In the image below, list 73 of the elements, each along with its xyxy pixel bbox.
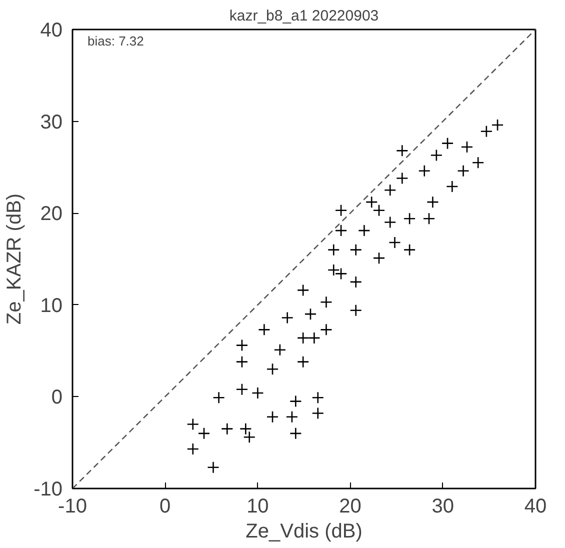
point (350, 304, 362, 317)
point (220, 422, 234, 435)
y-tick-label: 40 (40, 20, 63, 42)
point (334, 268, 348, 280)
point (491, 118, 504, 132)
point (186, 418, 200, 430)
point (446, 180, 458, 193)
point (207, 461, 220, 474)
point (281, 312, 294, 324)
point (290, 395, 302, 408)
point (290, 427, 302, 440)
point (296, 332, 310, 344)
point (358, 224, 370, 237)
point (457, 164, 470, 178)
point (384, 184, 396, 196)
y-axis-title: Ze_KAZR (dB) (4, 193, 26, 325)
point (372, 204, 386, 216)
point (334, 224, 348, 237)
y-tick-label: 0 (51, 386, 62, 409)
point (396, 144, 408, 157)
point (384, 216, 396, 228)
point (350, 244, 362, 256)
point (327, 264, 340, 276)
point (441, 137, 454, 150)
point (480, 125, 493, 138)
y-tick-label: 20 (40, 203, 63, 226)
point (396, 172, 408, 184)
y-tick-label: 30 (40, 111, 63, 134)
point (236, 339, 248, 352)
point (266, 410, 279, 424)
point (266, 363, 279, 376)
point (286, 410, 298, 424)
point (460, 140, 474, 154)
point (236, 356, 248, 368)
point (350, 276, 362, 288)
x-tick-label: 30 (432, 496, 454, 518)
point (430, 149, 443, 162)
point (304, 308, 317, 320)
x-tick-label: 10 (246, 496, 269, 518)
point (243, 430, 256, 444)
point (274, 344, 286, 356)
x-axis-title: Ze_Vdis (dB) (246, 520, 362, 542)
point (312, 391, 324, 404)
point (472, 156, 484, 169)
point (236, 383, 248, 396)
point (240, 422, 252, 435)
point (308, 332, 320, 344)
point (320, 324, 332, 336)
point (320, 296, 332, 308)
point (186, 442, 200, 456)
point (252, 386, 264, 400)
annotation: bias: 7.32 (88, 34, 144, 48)
point (296, 356, 310, 368)
point (403, 244, 416, 256)
x-tick-label: 0 (160, 496, 171, 518)
y-tick-label: 10 (40, 294, 63, 317)
point (422, 212, 436, 225)
point (365, 196, 378, 208)
point (372, 252, 386, 264)
point (312, 407, 324, 420)
point (388, 236, 401, 249)
point (403, 212, 416, 225)
point (418, 164, 431, 178)
point (426, 196, 439, 208)
point (258, 324, 270, 336)
point (334, 204, 348, 216)
point (327, 244, 340, 256)
chart-title: kazr_b8_a1 20220903 (229, 8, 379, 24)
point (212, 391, 225, 404)
point (198, 427, 210, 440)
point (296, 284, 310, 296)
x-tick-label: 20 (339, 496, 362, 518)
x-tick-label: 40 (524, 496, 547, 518)
